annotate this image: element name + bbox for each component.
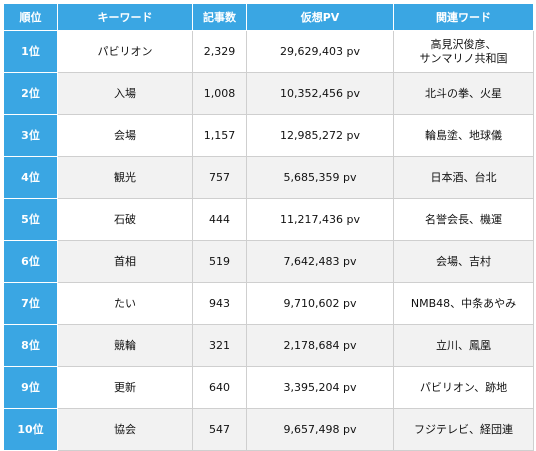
pv-cell: 9,710,602 pv xyxy=(246,282,394,325)
table-row: 8位 競輪 321 2,178,684 pv 立川、鳳凰 xyxy=(3,324,534,367)
pv-cell: 2,178,684 pv xyxy=(246,324,394,367)
count-cell: 519 xyxy=(192,240,247,283)
keyword-cell: 協会 xyxy=(57,408,193,451)
rank-cell: 1位 xyxy=(3,30,58,73)
table-row: 6位 首相 519 7,642,483 pv 会場、吉村 xyxy=(3,240,534,283)
related-cell: 北斗の拳、火星 xyxy=(393,72,534,115)
keyword-cell: 入場 xyxy=(57,72,193,115)
header-rank: 順位 xyxy=(3,3,58,31)
related-cell: 日本酒、台北 xyxy=(393,156,534,199)
header-row: 順位 キーワード 記事数 仮想PV 関連ワード xyxy=(3,3,534,31)
pv-cell: 10,352,456 pv xyxy=(246,72,394,115)
related-cell: 名誉会長、機運 xyxy=(393,198,534,241)
header-virtual-pv: 仮想PV xyxy=(246,3,394,31)
pv-cell: 7,642,483 pv xyxy=(246,240,394,283)
table-row: 10位 協会 547 9,657,498 pv フジテレビ、経団連 xyxy=(3,408,534,451)
related-cell: フジテレビ、経団連 xyxy=(393,408,534,451)
count-cell: 2,329 xyxy=(192,30,247,73)
count-cell: 757 xyxy=(192,156,247,199)
pv-cell: 29,629,403 pv xyxy=(246,30,394,73)
rank-cell: 9位 xyxy=(3,366,58,409)
related-cell: 会場、吉村 xyxy=(393,240,534,283)
keyword-cell: パビリオン xyxy=(57,30,193,73)
table-row: 5位 石破 444 11,217,436 pv 名誉会長、機運 xyxy=(3,198,534,241)
table-row: 1位 パビリオン 2,329 29,629,403 pv 高見沢俊彦、 サンマリ… xyxy=(3,30,534,73)
keyword-cell: 観光 xyxy=(57,156,193,199)
related-cell: パビリオン、跡地 xyxy=(393,366,534,409)
related-cell: 輪島塗、地球儀 xyxy=(393,114,534,157)
rank-cell: 4位 xyxy=(3,156,58,199)
keyword-cell: 更新 xyxy=(57,366,193,409)
keyword-cell: 競輪 xyxy=(57,324,193,367)
pv-cell: 11,217,436 pv xyxy=(246,198,394,241)
table-body: 1位 パビリオン 2,329 29,629,403 pv 高見沢俊彦、 サンマリ… xyxy=(3,30,534,451)
pv-cell: 5,685,359 pv xyxy=(246,156,394,199)
table-header: 順位 キーワード 記事数 仮想PV 関連ワード xyxy=(3,3,534,31)
header-article-count: 記事数 xyxy=(192,3,247,31)
related-cell: 高見沢俊彦、 サンマリノ共和国 xyxy=(393,30,534,73)
header-keyword: キーワード xyxy=(57,3,193,31)
keyword-cell: 首相 xyxy=(57,240,193,283)
count-cell: 1,157 xyxy=(192,114,247,157)
rank-cell: 6位 xyxy=(3,240,58,283)
keyword-cell: 会場 xyxy=(57,114,193,157)
count-cell: 1,008 xyxy=(192,72,247,115)
rank-cell: 7位 xyxy=(3,282,58,325)
rank-cell: 5位 xyxy=(3,198,58,241)
table-row: 3位 会場 1,157 12,985,272 pv 輪島塗、地球儀 xyxy=(3,114,534,157)
related-cell: NMB48、中条あやみ xyxy=(393,282,534,325)
header-related-words: 関連ワード xyxy=(393,3,534,31)
table-row: 4位 観光 757 5,685,359 pv 日本酒、台北 xyxy=(3,156,534,199)
table-row: 7位 たい 943 9,710,602 pv NMB48、中条あやみ xyxy=(3,282,534,325)
keyword-ranking-table: 順位 キーワード 記事数 仮想PV 関連ワード 1位 パビリオン 2,329 2… xyxy=(3,3,534,451)
count-cell: 943 xyxy=(192,282,247,325)
pv-cell: 12,985,272 pv xyxy=(246,114,394,157)
table-row: 2位 入場 1,008 10,352,456 pv 北斗の拳、火星 xyxy=(3,72,534,115)
keyword-cell: たい xyxy=(57,282,193,325)
pv-cell: 9,657,498 pv xyxy=(246,408,394,451)
rank-cell: 2位 xyxy=(3,72,58,115)
rank-cell: 3位 xyxy=(3,114,58,157)
count-cell: 321 xyxy=(192,324,247,367)
keyword-cell: 石破 xyxy=(57,198,193,241)
pv-cell: 3,395,204 pv xyxy=(246,366,394,409)
count-cell: 547 xyxy=(192,408,247,451)
table-row: 9位 更新 640 3,395,204 pv パビリオン、跡地 xyxy=(3,366,534,409)
count-cell: 640 xyxy=(192,366,247,409)
count-cell: 444 xyxy=(192,198,247,241)
rank-cell: 10位 xyxy=(3,408,58,451)
related-cell: 立川、鳳凰 xyxy=(393,324,534,367)
rank-cell: 8位 xyxy=(3,324,58,367)
